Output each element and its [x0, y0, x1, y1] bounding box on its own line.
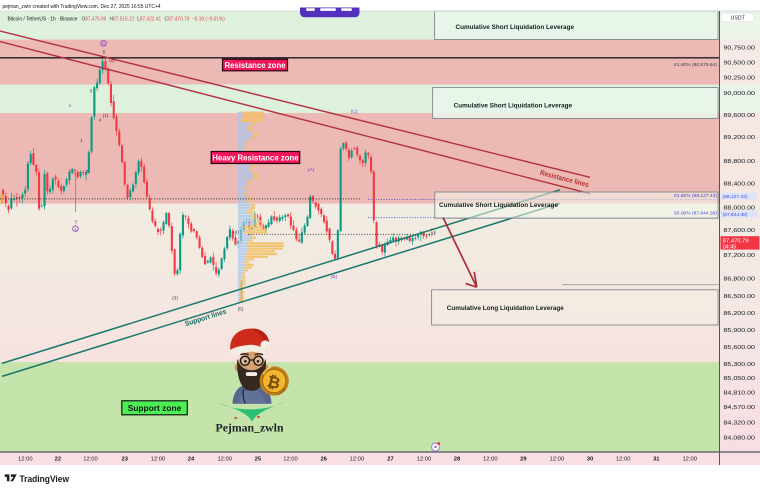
svg-text:84,570.00: 84,570.00: [724, 405, 756, 411]
svg-text:88,000.00: 88,000.00: [724, 206, 756, 212]
svg-text:87,200.00: 87,200.00: [724, 253, 756, 259]
svg-text:Pejman_zwln: Pejman_zwln: [216, 423, 285, 435]
svg-text:Cumulative Short Liquidation L: Cumulative Short Liquidation Leverage: [456, 25, 575, 31]
svg-text:61.80% (90,579.64): 61.80% (90,579.64): [674, 62, 717, 68]
svg-text:1: 1: [80, 138, 83, 144]
svg-text:O87,475.99: O87,475.99: [82, 17, 107, 23]
svg-text:12:00: 12:00: [283, 456, 298, 462]
svg-text:L87,422.41: L87,422.41: [137, 17, 161, 23]
svg-text:3: 3: [90, 89, 93, 95]
svg-text:H87,515.21: H87,515.21: [110, 17, 135, 23]
svg-text:84,080.00: 84,080.00: [724, 436, 756, 442]
svg-text:85,600.00: 85,600.00: [724, 345, 756, 351]
svg-text:90,250.00: 90,250.00: [724, 76, 756, 82]
svg-text:(B): (B): [331, 274, 338, 280]
svg-text:(87,844.38): (87,844.38): [723, 212, 748, 218]
svg-text:Resistance zone: Resistance zone: [224, 61, 286, 70]
svg-text:90,000.00: 90,000.00: [724, 91, 756, 97]
svg-text:12:00: 12:00: [217, 456, 232, 462]
svg-text:12:00: 12:00: [350, 456, 365, 462]
svg-text:23: 23: [121, 456, 128, 462]
svg-text:86,500.00: 86,500.00: [724, 294, 756, 300]
svg-text:(88,127.43): (88,127.43): [723, 194, 748, 200]
svg-text:Cumulative Long Liquidation Le: Cumulative Long Liquidation Leverage: [447, 306, 565, 312]
svg-text:04:45: 04:45: [723, 245, 737, 251]
svg-text:31: 31: [653, 456, 660, 462]
svg-text:12:00: 12:00: [550, 456, 565, 462]
svg-text:84,810.00: 84,810.00: [724, 391, 756, 397]
svg-text:28: 28: [454, 456, 461, 462]
svg-text:30: 30: [587, 456, 593, 462]
svg-text:5: 5: [103, 50, 106, 56]
svg-text:87,470.79: 87,470.79: [723, 238, 749, 244]
svg-text:1: 1: [74, 226, 77, 231]
svg-text:88,400.00: 88,400.00: [724, 181, 756, 187]
svg-text:(3): (3): [172, 296, 178, 302]
svg-text:85,900.00: 85,900.00: [724, 328, 756, 334]
svg-text:27: 27: [387, 456, 393, 462]
svg-text:88,800.00: 88,800.00: [724, 159, 756, 165]
svg-text:12:00: 12:00: [83, 456, 98, 462]
svg-text:89,200.00: 89,200.00: [724, 135, 756, 141]
svg-text:₿: ₿: [265, 372, 282, 393]
svg-text:pejman_zwin created with Tradi: pejman_zwin created with TradingView.com…: [3, 4, 161, 10]
svg-text:(a): (a): [109, 58, 115, 63]
svg-text:Support zone: Support zone: [128, 403, 182, 413]
svg-text:85,300.00: 85,300.00: [724, 362, 756, 368]
svg-text:(C): (C): [351, 109, 358, 115]
svg-text:2: 2: [86, 169, 89, 175]
svg-text:USDT: USDT: [731, 16, 746, 22]
svg-text:4: 4: [99, 118, 102, 124]
svg-text:−5.19 (−0.01%): −5.19 (−0.01%): [192, 17, 225, 23]
svg-text:x: x: [69, 104, 72, 109]
svg-text:12:00: 12:00: [151, 456, 166, 462]
svg-text:86,800.00: 86,800.00: [724, 276, 756, 282]
svg-text:(5): (5): [238, 307, 244, 313]
svg-text:87,600.00: 87,600.00: [724, 228, 756, 234]
svg-text:TradingView: TradingView: [20, 474, 70, 484]
svg-text:61.80% (88,127.43): 61.80% (88,127.43): [674, 193, 717, 199]
svg-text:12:00: 12:00: [616, 456, 631, 462]
svg-text:(A): (A): [308, 167, 315, 173]
svg-text:y: y: [75, 220, 78, 225]
svg-text:90,750.00: 90,750.00: [724, 45, 756, 51]
svg-text:86,200.00: 86,200.00: [724, 311, 756, 317]
svg-text:C: C: [102, 41, 105, 46]
svg-text:C87,470.79: C87,470.79: [165, 17, 190, 23]
svg-text:50.00% (87,844.38): 50.00% (87,844.38): [674, 210, 717, 216]
svg-text:84,320.00: 84,320.00: [724, 421, 756, 427]
svg-text:Cumulative Short Liquidation L: Cumulative Short Liquidation Leverage: [454, 103, 573, 109]
svg-text:89,600.00: 89,600.00: [724, 113, 756, 119]
svg-text:(1): (1): [103, 113, 109, 118]
svg-text:(4): (4): [233, 230, 239, 236]
svg-text:12:00: 12:00: [417, 456, 432, 462]
svg-text:24: 24: [188, 456, 195, 462]
svg-text:12:00: 12:00: [682, 456, 697, 462]
svg-text:Heavy Resistance zone: Heavy Resistance zone: [212, 153, 299, 162]
svg-text:29: 29: [520, 456, 527, 462]
svg-text:90,500.00: 90,500.00: [724, 61, 756, 67]
svg-text:Cumulative Short Liquidation L: Cumulative Short Liquidation Leverage: [439, 203, 559, 209]
svg-text:22: 22: [55, 456, 61, 462]
svg-text:12:00: 12:00: [483, 456, 498, 462]
svg-text:12:00: 12:00: [18, 456, 33, 462]
svg-text:Bitcoin / TetherUS · 1h · Bina: Bitcoin / TetherUS · 1h · Binance: [8, 17, 78, 23]
svg-text:25: 25: [255, 456, 262, 462]
svg-text:85,050.00: 85,050.00: [724, 376, 756, 382]
svg-text:26: 26: [320, 456, 327, 462]
